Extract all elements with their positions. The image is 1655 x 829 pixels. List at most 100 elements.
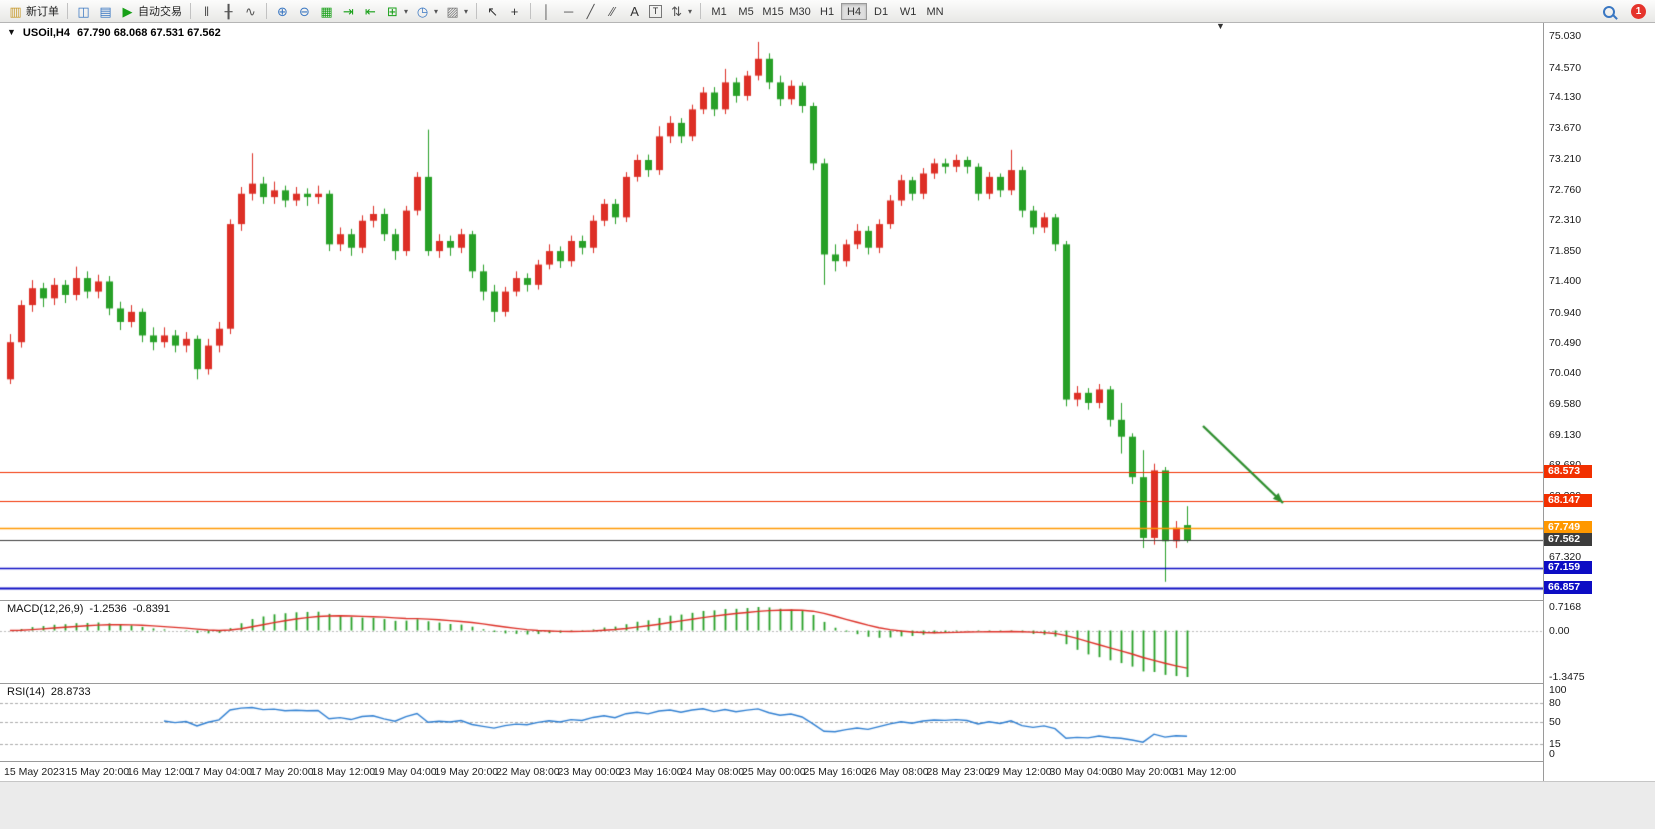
timeframe-h4-button[interactable]: H4: [841, 2, 868, 20]
toolbar-separator: [476, 3, 478, 19]
text-label-button[interactable]: T: [646, 2, 665, 21]
trendline-button[interactable]: ╱: [580, 2, 601, 21]
toolbar: ▥ 新订单 ◫ ▤ ▶ 自动交易 ‖ ╂ ∿ ⊕ ⊖ ▦ ⇥ ⇤ ⊞ ▾ ◷ ▾ ▨ ▾ ↖ + │ ─ ╱ ∕∕ A T ⇅ ▾ M1 M5…: [0, 0, 1655, 23]
time-label: 25 May 00:00: [742, 766, 806, 778]
zoom-out-button[interactable]: ⊖: [294, 2, 315, 21]
time-label: 31 May 12:00: [1172, 766, 1237, 778]
new-chart-icon: ⊞: [387, 3, 398, 19]
template-icon: ▨: [446, 3, 459, 19]
crosshair-icon: +: [510, 3, 519, 19]
price-tag-67.749: 67.749: [1544, 520, 1592, 534]
time-label: 30 May 04:00: [1049, 766, 1114, 778]
price-axis[interactable]: 75.030 74.570 74.130 73.670 73.210 72.760 72.3…: [1543, 23, 1655, 781]
horizontal-line-icon: ─: [563, 3, 574, 19]
horizontal-line-button[interactable]: ─: [558, 2, 579, 21]
dropdown-arrow-icon[interactable]: ▾: [688, 6, 693, 16]
rsi-axis-label: 0: [1549, 748, 1555, 760]
price-tag-67.159: 67.159: [1544, 560, 1592, 574]
time-label: 18 May 12:00: [311, 766, 376, 778]
charts-grid-button[interactable]: ◫: [73, 2, 94, 21]
price-tag-68.147: 68.147: [1544, 493, 1592, 507]
search-button[interactable]: [1598, 2, 1622, 21]
text-button[interactable]: A: [624, 2, 645, 21]
data-window-icon: ▤: [99, 3, 112, 19]
price-tag-67.562: 67.562: [1544, 533, 1592, 547]
auto-trading-button[interactable]: ▶ 自动交易: [117, 2, 185, 21]
time-label: 26 May 08:00: [865, 766, 929, 778]
auto-trading-play-icon: ▶: [122, 3, 133, 19]
timeframe-w1-button[interactable]: W1: [899, 5, 917, 18]
time-label: 30 May 20:00: [1111, 766, 1175, 778]
line-chart-icon: ∿: [245, 3, 256, 19]
time-label: 16 May 12:00: [127, 766, 191, 778]
chart-shift-button[interactable]: ⇤: [360, 2, 381, 21]
price-tag-68.573: 68.573: [1544, 465, 1592, 479]
new-order-button[interactable]: ▥ 新订单: [5, 2, 62, 21]
symbol-timeframe-label: USOil,H4: [22, 27, 70, 39]
time-label: 19 May 20:00: [434, 766, 499, 778]
new-order-button-label: 新订单: [26, 6, 59, 18]
price-tick: 74.570: [1549, 61, 1582, 74]
zoom-in-button[interactable]: ⊕: [272, 2, 293, 21]
main-chart-canvas[interactable]: [0, 23, 1543, 600]
zoom-out-icon: ⊖: [299, 3, 310, 19]
time-label: 23 May 16:00: [619, 766, 683, 778]
rsi-value: 28.8733: [50, 686, 91, 698]
macd-main-value: -1.2536: [89, 603, 127, 615]
chart-ohlc-header: ▼ USOil,H4 67.790 68.068 67.531 67.562: [7, 27, 221, 39]
cursor-button[interactable]: ↖: [482, 2, 503, 21]
macd-panel-canvas[interactable]: [0, 601, 1543, 683]
time-axis[interactable]: 15 May 2023 15 May 20:00 16 May 12:00 17 Ma…: [0, 762, 1543, 781]
arrows-button[interactable]: ⇅ ▾: [666, 2, 695, 21]
chart-shift-marker-icon[interactable]: ▼: [1216, 23, 1225, 31]
notification-badge[interactable]: 1: [1631, 3, 1646, 19]
grid-icon: ▦: [320, 3, 333, 19]
equidistant-channel-icon: ∕∕: [610, 3, 615, 19]
panel-separator: [0, 761, 1655, 762]
panel-separator[interactable]: [0, 600, 1655, 601]
line-chart-button[interactable]: ∿: [240, 2, 261, 21]
price-tick: 69.130: [1549, 428, 1582, 441]
equidistant-channel-button[interactable]: ∕∕: [602, 2, 623, 21]
one-click-trading-arrow-icon[interactable]: ▼: [7, 27, 16, 37]
timeframe-m5-button[interactable]: M5: [738, 5, 754, 18]
data-window-button[interactable]: ▤: [95, 2, 116, 21]
dropdown-arrow-icon[interactable]: ▾: [434, 6, 439, 16]
candlestick-chart-button[interactable]: ╂: [218, 2, 239, 21]
timeframe-d1-button[interactable]: D1: [874, 5, 889, 18]
timeframe-mn-button[interactable]: MN: [926, 5, 944, 18]
price-tick: 75.030: [1549, 30, 1582, 43]
vertical-line-button[interactable]: │: [536, 2, 557, 21]
price-tick: 74.130: [1549, 91, 1582, 104]
vertical-line-icon: │: [542, 3, 551, 19]
panel-separator[interactable]: [0, 683, 1655, 684]
bar-chart-icon: ‖: [203, 3, 210, 19]
bar-chart-button[interactable]: ‖: [196, 2, 217, 21]
macd-title: MACD(12,26,9): [7, 603, 84, 615]
timeframe-m15-button[interactable]: M15: [762, 5, 784, 18]
rsi-panel-canvas[interactable]: [0, 684, 1543, 761]
time-label: 15 May 2023: [4, 766, 65, 778]
timeframe-m1-button[interactable]: M1: [711, 5, 727, 18]
crosshair-button[interactable]: +: [504, 2, 525, 21]
templates-button[interactable]: ▨ ▾: [442, 2, 471, 21]
new-chart-button[interactable]: ⊞ ▾: [382, 2, 411, 21]
timeframe-m30-button[interactable]: M30: [789, 5, 811, 18]
rsi-axis-label: 80: [1549, 696, 1561, 709]
time-label: 22 May 08:00: [496, 766, 560, 778]
dropdown-arrow-icon[interactable]: ▾: [404, 6, 409, 16]
price-tick: 70.940: [1549, 306, 1582, 319]
macd-axis-max: 0.7168: [1549, 601, 1582, 613]
trendline-icon: ╱: [586, 3, 595, 19]
auto-scroll-button[interactable]: ⇥: [338, 2, 359, 21]
charts-grid-icon: ◫: [77, 3, 90, 19]
periods-button[interactable]: ◷ ▾: [412, 2, 441, 21]
price-tick: 73.670: [1549, 122, 1582, 135]
macd-axis-min: -1.3475: [1549, 671, 1585, 683]
time-label: 19 May 04:00: [373, 766, 437, 778]
dropdown-arrow-icon[interactable]: ▾: [464, 6, 469, 16]
grid-button[interactable]: ▦: [316, 2, 337, 21]
price-tick: 71.400: [1549, 275, 1582, 288]
timeframe-h1-button[interactable]: H1: [820, 5, 835, 18]
